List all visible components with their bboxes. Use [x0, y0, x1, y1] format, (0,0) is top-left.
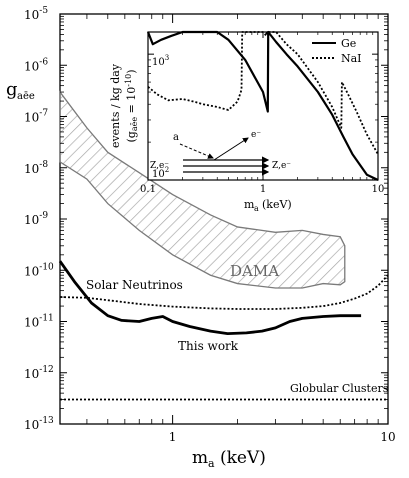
interaction-diagram: a e⁻ Z,e⁻ Z,e⁻: [150, 130, 291, 176]
diagram-right-label: Z,e⁻: [272, 161, 291, 171]
diagram-left-label: Z,e⁻: [150, 161, 169, 171]
inset-x-tick-label: 0.1: [140, 184, 156, 195]
inset-legend: Ge NaI: [312, 37, 362, 65]
main-axis-ticks: 10-13 10-12 10-11 10-10 10-9 10-8 10-7 10-6 10-5…: [24, 6, 396, 444]
series-line-this-work: [58, 260, 362, 335]
inset-axis-ticks: 102 103 0.1 1 10: [140, 32, 384, 195]
dama-label: DAMA: [230, 262, 279, 280]
y-tick-label: 10-9: [24, 211, 48, 227]
inset-x-title-subscript: a: [254, 204, 259, 213]
inset-plot-frame: [147, 31, 379, 181]
diagram-axion-arrow: [179, 143, 214, 159]
dama-region: [59, 90, 346, 289]
inset-plot: 102 103 0.1 1 10 Ge NaI a e⁻ Z,e⁻ Z,e⁻ event…: [109, 30, 384, 213]
x-axis-title-unit: (keV): [220, 448, 266, 468]
y-axis-title-subscript: aēe: [17, 91, 35, 102]
inset-x-title-m: m: [244, 198, 255, 211]
dama-region-group: [59, 90, 346, 289]
y-axis-title-g: g: [6, 79, 18, 100]
x-axis-title-subscript: a: [208, 457, 215, 470]
inset-y-tick-label: 102: [152, 166, 169, 180]
diagram-electron-label: e⁻: [251, 130, 261, 140]
globular-clusters-label: Globular Clusters: [290, 382, 389, 395]
inset-x-title-unit: (keV): [262, 198, 292, 211]
solar-neutrinos-label: Solar Neutrinos: [86, 278, 183, 292]
inset-series-line-ge: [146, 30, 379, 181]
inset-series-group: [146, 30, 379, 181]
inset-y-tick-label: 103: [152, 54, 169, 68]
y-tick-label: 10-5: [24, 6, 48, 22]
this-work-label: This work: [178, 339, 239, 353]
y-tick-label: 10-13: [24, 416, 54, 432]
diagram-axion-label: a: [173, 132, 179, 143]
x-tick-label: 10: [380, 430, 395, 444]
legend-nai-label: NaI: [341, 52, 362, 65]
x-tick-label: 1: [169, 430, 177, 444]
main-series-group: [58, 260, 389, 401]
diagram-electron-arrow: [213, 137, 249, 161]
series-line-solar-neutrinos: [59, 274, 389, 310]
y-tick-label: 10-10: [24, 262, 54, 278]
x-axis-title-m: m: [192, 448, 208, 468]
main-y-axis-title: g aēe: [6, 79, 35, 102]
y-tick-label: 10-12: [24, 365, 54, 381]
legend-ge-label: Ge: [341, 37, 356, 50]
inset-y-title-line1: events / kg day: [109, 63, 122, 148]
y-tick-label: 10-7: [24, 109, 48, 125]
y-tick-label: 10-11: [24, 314, 54, 330]
main-x-axis-title: m a (keV): [192, 448, 266, 470]
inset-x-tick-label: 1: [260, 184, 266, 195]
y-tick-label: 10-6: [24, 57, 48, 73]
inset-x-axis-title: m a (keV): [244, 198, 292, 213]
inset-x-tick-label: 10: [372, 184, 385, 195]
y-tick-label: 10-8: [24, 160, 48, 176]
